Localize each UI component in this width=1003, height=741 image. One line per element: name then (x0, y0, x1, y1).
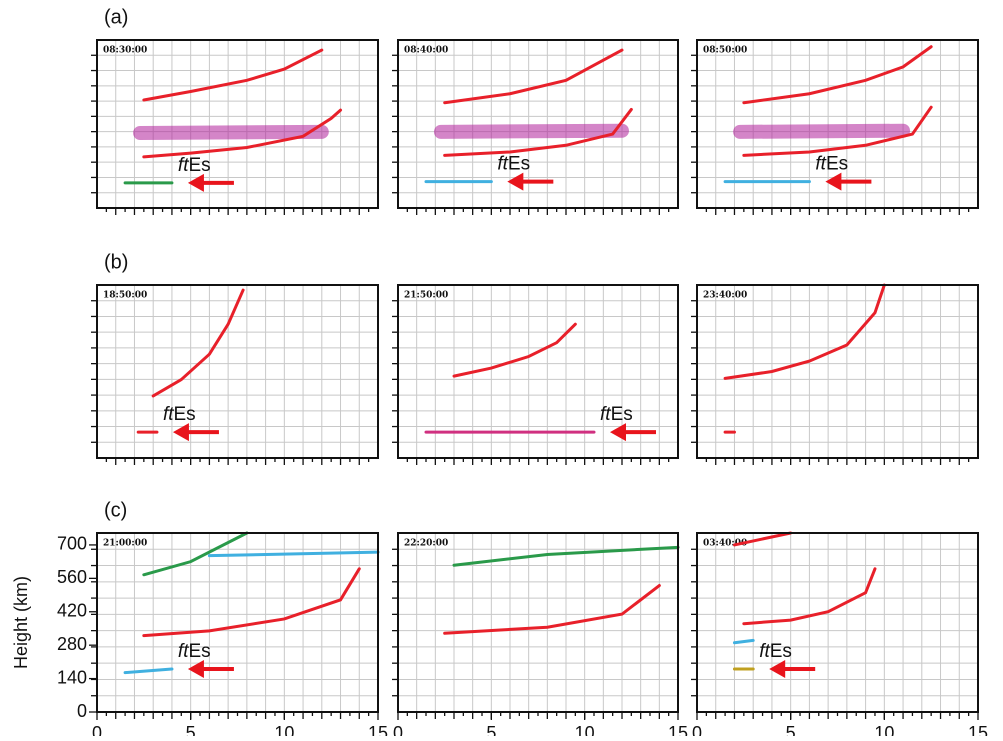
annotation-italic: ft (600, 404, 611, 425)
x-tick-label: 0 (92, 723, 102, 736)
trace (151, 288, 245, 398)
timestamp: 08:50:00 (703, 46, 747, 56)
trace (433, 123, 629, 139)
annotation-italic: ft (178, 641, 189, 662)
plot-frame (397, 39, 679, 209)
annotation-text: Es (611, 404, 633, 425)
timestamp: 23:40:00 (703, 291, 747, 301)
timestamp: 08:40:00 (404, 46, 448, 56)
plot-frame (397, 532, 679, 713)
x-tick-label: 10 (575, 723, 595, 736)
y-tick-label: 560 (57, 567, 87, 587)
annotation-italic: ft (759, 641, 770, 662)
annotation-text: Es (188, 641, 210, 662)
trace (452, 322, 577, 378)
annotation-italic: ft (178, 155, 189, 176)
y-tick-label: 280 (57, 634, 87, 654)
annotation-italic: ft (815, 154, 826, 175)
annotation-text: Es (826, 154, 848, 175)
arrow-head (172, 423, 189, 442)
plot-frame (96, 39, 379, 209)
trace (123, 667, 174, 675)
y-tick-label: 140 (57, 667, 87, 687)
plot-frame (96, 284, 379, 459)
annotation-text: Es (770, 641, 792, 662)
x-tick-label: 5 (186, 723, 196, 736)
x-tick-label: 15 (968, 723, 988, 736)
trace (443, 107, 633, 157)
x-tick-label: 0 (692, 723, 702, 736)
arrow-head (769, 660, 786, 679)
annotation: ftEs (600, 404, 633, 425)
x-tick-label: 5 (786, 723, 796, 736)
timestamp: 21:00:00 (103, 539, 147, 549)
plot-frame (397, 284, 679, 459)
x-tick-label: 15 (368, 723, 388, 736)
annotation: ftEs (178, 641, 211, 662)
arrow-head (610, 423, 626, 442)
trace (742, 567, 877, 626)
trace (742, 105, 933, 157)
panel-label: (b) (104, 251, 128, 273)
annotation: ftEs (178, 155, 211, 176)
x-tick-label: 10 (874, 723, 894, 736)
y-tick-label: 0 (77, 701, 87, 721)
annotation: ftEs (759, 641, 792, 662)
annotation-italic: ft (163, 404, 174, 425)
panel-label: (a) (104, 6, 128, 28)
annotation-italic: ft (497, 154, 508, 175)
trace (142, 48, 324, 102)
x-tick-label: 10 (274, 723, 294, 736)
x-tick-label: 15 (668, 723, 688, 736)
y-tick-label: 700 (57, 534, 87, 554)
plot-frame (696, 284, 979, 459)
annotation-text: Es (174, 404, 196, 425)
y-axis-label: Height (km) (11, 576, 31, 669)
timestamp: 08:30:00 (103, 46, 147, 56)
trace (732, 638, 755, 645)
arrow-head (825, 172, 842, 191)
annotation-text: Es (188, 155, 210, 176)
panel-label: (c) (104, 499, 127, 521)
arrow-head (187, 660, 204, 679)
plot-frame (696, 39, 979, 209)
annotation-text: Es (508, 154, 530, 175)
plot-frame (96, 532, 379, 713)
x-tick-label: 5 (486, 723, 496, 736)
timestamp: 18:50:00 (103, 291, 147, 301)
trace (142, 531, 249, 577)
trace (443, 584, 661, 635)
x-tick-label: 0 (393, 723, 403, 736)
arrow-head (187, 173, 204, 192)
trace (723, 283, 886, 380)
trace (142, 108, 343, 159)
plot-frame (696, 532, 979, 713)
trace (443, 48, 624, 105)
annotation: ftEs (497, 154, 530, 175)
trace (452, 545, 680, 567)
timestamp: 21:50:00 (404, 291, 448, 301)
timestamp: 22:20:00 (404, 539, 448, 549)
arrow-head (507, 172, 524, 191)
trace (733, 123, 911, 139)
annotation: ftEs (815, 154, 848, 175)
annotation: ftEs (163, 404, 196, 425)
trace (732, 531, 793, 547)
trace (142, 567, 361, 638)
y-tick-label: 420 (57, 601, 87, 621)
trace (133, 124, 329, 140)
timestamp: 03:40:00 (703, 539, 747, 549)
trace (742, 45, 933, 105)
trace (207, 550, 380, 558)
